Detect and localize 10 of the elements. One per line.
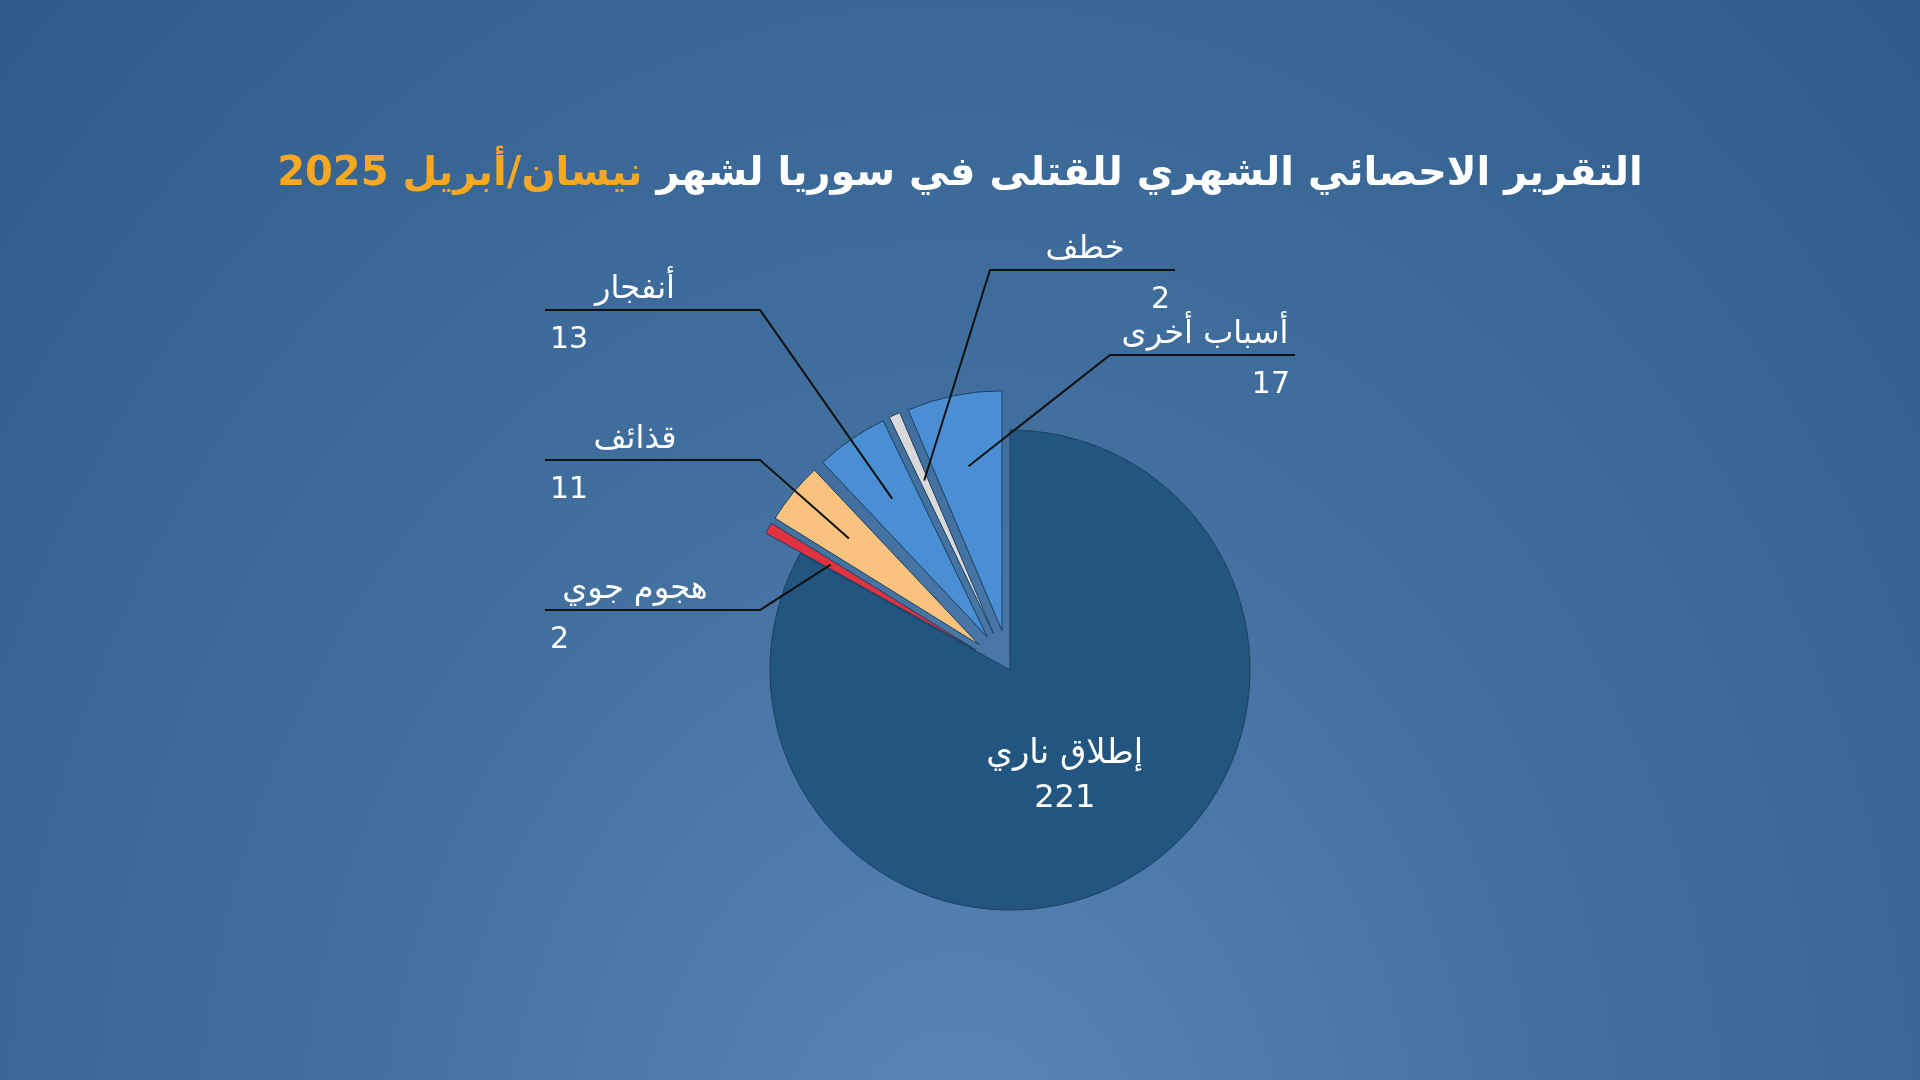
slice-label: إطلاق ناري: [986, 731, 1144, 773]
data-label: 11: [550, 470, 589, 505]
slice-label: أنفجار: [593, 266, 675, 306]
data-label: 13: [550, 320, 589, 355]
data-label: 221: [1034, 777, 1096, 816]
data-label: 17: [1251, 365, 1290, 400]
slice-label: خطف: [1045, 228, 1125, 266]
slice-label: قذائف: [593, 418, 677, 456]
slice-label: هجوم جوي: [562, 568, 708, 606]
data-label: 2: [550, 620, 570, 655]
